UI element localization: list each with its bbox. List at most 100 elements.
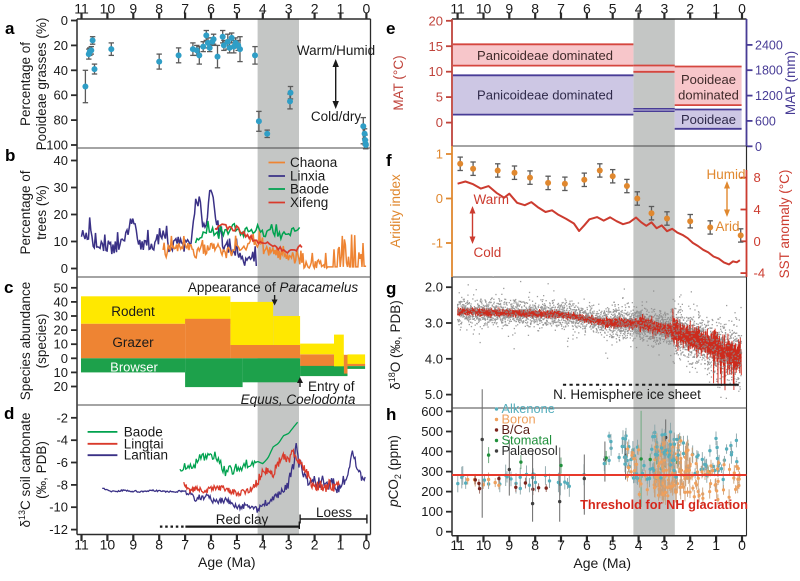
svg-text:0: 0 (436, 524, 443, 539)
svg-text:5: 5 (609, 1, 617, 17)
svg-text:2: 2 (686, 1, 694, 17)
svg-text:2: 2 (311, 537, 319, 553)
svg-text:N. Hemisphere ice sheet: N. Hemisphere ice sheet (553, 387, 701, 402)
svg-text:-12: -12 (49, 522, 68, 537)
svg-text:8: 8 (531, 537, 539, 553)
svg-text:Panicoideae dominated: Panicoideae dominated (477, 88, 613, 103)
svg-text:7: 7 (181, 537, 189, 553)
svg-text:30: 30 (54, 309, 68, 324)
svg-text:10: 10 (100, 537, 116, 553)
svg-text:Panicoideae dominated: Panicoideae dominated (477, 48, 613, 63)
svg-text:6: 6 (207, 537, 215, 553)
svg-text:1: 1 (436, 147, 443, 162)
svg-text:SST anomaly (°C): SST anomaly (°C) (777, 170, 792, 279)
svg-text:3: 3 (661, 537, 669, 553)
svg-text:-10: -10 (49, 500, 68, 515)
svg-text:600: 600 (421, 404, 443, 419)
svg-text:6: 6 (207, 1, 215, 17)
svg-text:Chaona: Chaona (290, 155, 338, 170)
svg-text:Lingtai: Lingtai (124, 436, 164, 451)
svg-text:Arid: Arid (715, 219, 739, 234)
svg-text:5: 5 (233, 537, 241, 553)
svg-text:5: 5 (436, 90, 443, 105)
svg-text:Cold: Cold (474, 245, 502, 260)
svg-text:Age (Ma): Age (Ma) (198, 554, 256, 570)
svg-text:1: 1 (712, 537, 720, 553)
svg-text:0: 0 (61, 351, 68, 366)
svg-text:Age (Ma): Age (Ma) (573, 555, 631, 571)
svg-text:4: 4 (259, 537, 267, 553)
svg-text:10: 10 (476, 537, 492, 553)
svg-text:11: 11 (450, 537, 465, 553)
svg-text:0: 0 (363, 1, 371, 17)
svg-text:Linxia: Linxia (290, 169, 326, 184)
svg-text:15: 15 (429, 39, 443, 54)
svg-text:0: 0 (754, 234, 761, 249)
svg-text:8: 8 (155, 537, 163, 553)
svg-text:Entry of: Entry of (308, 379, 355, 394)
svg-text:9: 9 (129, 1, 137, 17)
svg-text:(‰, PDB): (‰, PDB) (34, 441, 49, 499)
svg-text:20: 20 (54, 379, 68, 394)
svg-text:-4: -4 (754, 266, 766, 281)
svg-text:4: 4 (259, 1, 267, 17)
svg-text:-4: -4 (56, 433, 68, 448)
svg-text:Percentage of: Percentage of (18, 170, 33, 254)
svg-text:MAT (°C): MAT (°C) (391, 55, 406, 110)
svg-text:Species abundance: Species abundance (18, 282, 33, 401)
svg-text:9: 9 (505, 1, 513, 17)
svg-text:4: 4 (635, 537, 643, 553)
svg-text:20: 20 (429, 13, 443, 28)
svg-text:Loess: Loess (316, 505, 352, 520)
svg-text:3.0: 3.0 (425, 316, 443, 331)
svg-text:0: 0 (61, 13, 68, 28)
svg-text:5: 5 (609, 537, 617, 553)
svg-text:6: 6 (583, 537, 591, 553)
svg-text:Xifeng: Xifeng (290, 195, 328, 210)
svg-text:1: 1 (337, 1, 345, 17)
svg-text:8: 8 (531, 1, 539, 17)
svg-text:0: 0 (738, 537, 746, 553)
svg-text:10: 10 (54, 337, 68, 352)
svg-text:5.0: 5.0 (425, 387, 443, 402)
svg-text:Appearance of Paracamelus: Appearance of Paracamelus (188, 280, 359, 295)
svg-text:8: 8 (155, 1, 163, 17)
svg-text:11: 11 (74, 537, 89, 553)
svg-text:60: 60 (54, 88, 68, 103)
svg-text:9: 9 (129, 537, 137, 553)
svg-text:10: 10 (429, 64, 443, 79)
svg-text:2400: 2400 (755, 38, 783, 52)
svg-text:7: 7 (181, 1, 189, 17)
svg-text:dominated: dominated (678, 88, 739, 103)
svg-text:pCO2 (ppm): pCO2 (ppm) (386, 435, 403, 508)
svg-text:Grazer: Grazer (112, 335, 154, 350)
svg-text:8: 8 (754, 170, 761, 185)
svg-text:400: 400 (421, 444, 443, 459)
svg-text:7: 7 (557, 537, 565, 553)
svg-text:0: 0 (436, 191, 443, 206)
svg-text:40: 40 (54, 294, 68, 309)
svg-text:0: 0 (738, 1, 746, 17)
svg-text:7: 7 (557, 1, 565, 17)
svg-text:6: 6 (583, 1, 591, 17)
svg-text:Red clay: Red clay (216, 512, 269, 527)
svg-text:0: 0 (363, 537, 371, 553)
svg-text:20: 20 (54, 323, 68, 338)
svg-text:50: 50 (54, 280, 68, 295)
svg-text:0: 0 (436, 115, 443, 130)
svg-text:0: 0 (755, 140, 762, 154)
svg-text:Pooideae grasses (%): Pooideae grasses (%) (34, 18, 49, 151)
svg-text:2: 2 (686, 537, 694, 553)
svg-text:-8: -8 (56, 477, 68, 492)
svg-text:30: 30 (54, 180, 68, 195)
svg-text:10: 10 (54, 234, 68, 249)
svg-text:Pooideae: Pooideae (681, 72, 736, 87)
svg-text:10: 10 (54, 365, 68, 380)
svg-text:Lantian: Lantian (124, 448, 168, 463)
svg-text:300: 300 (421, 464, 443, 479)
svg-text:4: 4 (754, 202, 761, 217)
svg-text:1: 1 (337, 537, 345, 553)
svg-text:5: 5 (233, 1, 241, 17)
svg-text:Baode: Baode (124, 424, 163, 439)
svg-text:0: 0 (61, 261, 68, 276)
